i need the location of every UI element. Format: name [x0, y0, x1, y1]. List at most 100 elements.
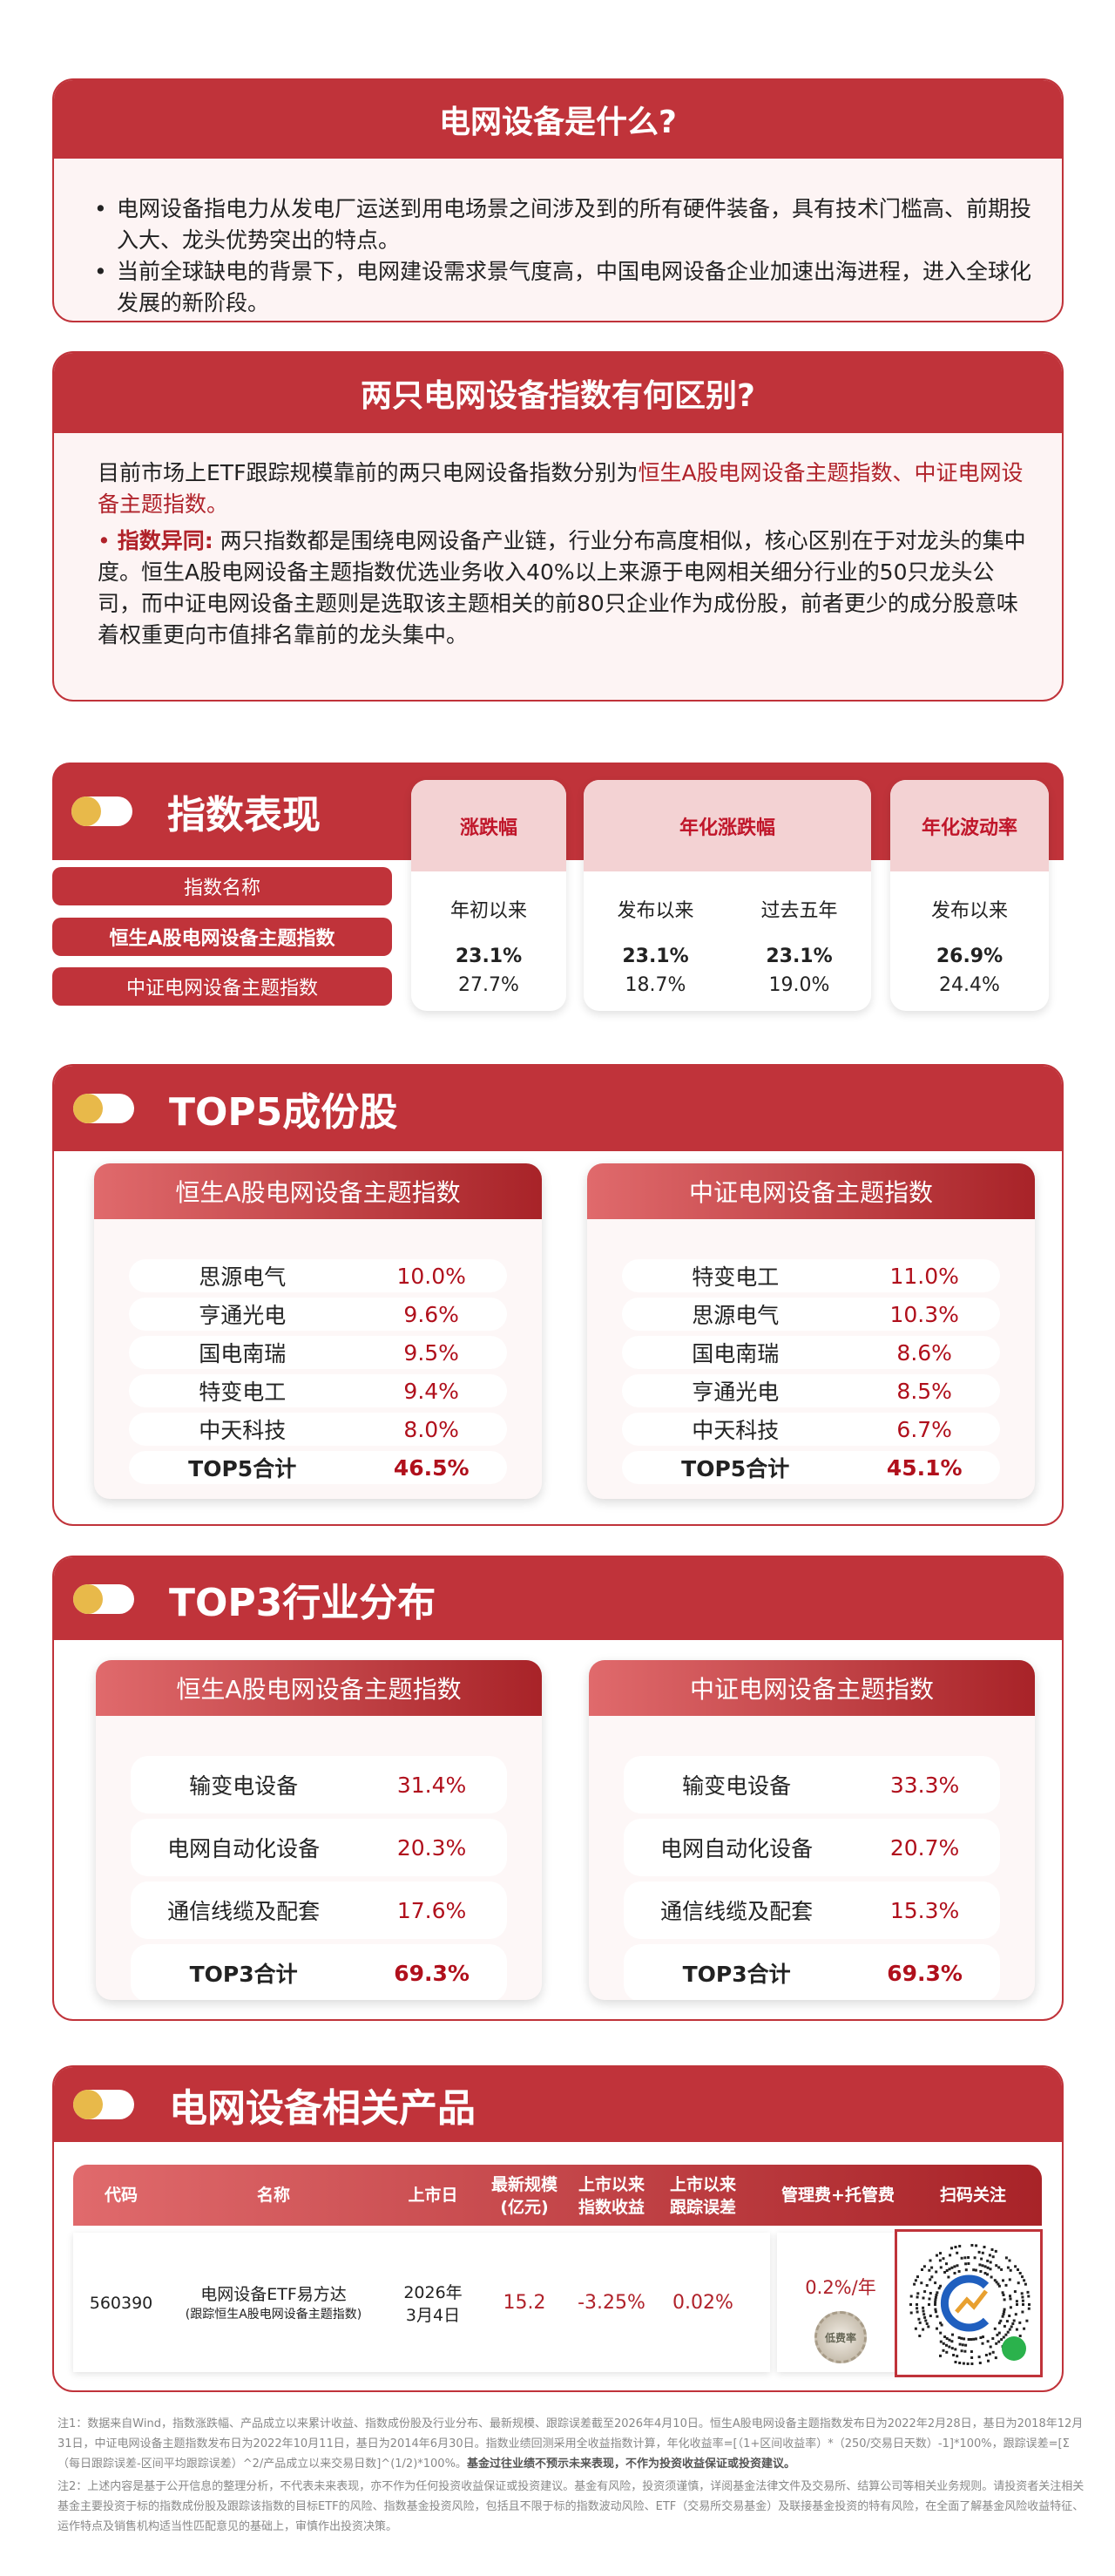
group-change: 涨跌幅 年初以来 23.1% — [411, 780, 566, 1011]
item-name: 电网自动化设备 — [167, 1836, 321, 1861]
item-name: 中天科技 — [692, 1418, 780, 1443]
list-item: 电网自动化设备 20.3% — [131, 1819, 507, 1876]
product-fee: 0.2%/年 — [805, 2277, 876, 2298]
product-te: 0.02% — [672, 2292, 733, 2314]
index-card: 恒生A股电网设备主题指数 输变电设备 31.4% 电网自动化设备 20.3% 通信线缆及配… — [96, 1660, 542, 2000]
item-name: 通信线缆及配套 — [660, 1899, 814, 1924]
product-code: 560390 — [89, 2294, 153, 2313]
column-header: 上市以来 指数收益 — [578, 2175, 645, 2217]
column-header: 扫码关注 — [939, 2186, 1006, 2205]
list-item: 电网自动化设备 20.7% — [624, 1819, 1000, 1876]
column-header: 名称 — [256, 2186, 290, 2205]
footnote-1: 注1：数据来自Wind，指数涨跌幅、产品成立以来累计收益、指数成份股及行业分布、… — [57, 2417, 1084, 2471]
value: 24.4% — [939, 974, 1000, 996]
item-name: 特变电工 — [692, 1264, 780, 1290]
perf-section: 指数表现 指数名称 恒生A股电网设备主题指数 中证电网设备主题指数 涨跌幅 年初… — [52, 763, 1064, 1015]
card-title: 恒生A股电网设备主题指数 — [94, 1163, 542, 1219]
toggle-icon — [73, 2090, 134, 2119]
top5-title: TOP5成份股 — [169, 1090, 398, 1135]
column-header: 上市日 — [408, 2186, 458, 2205]
item-name: TOP3合计 — [682, 1962, 791, 1987]
value: 18.7% — [625, 974, 686, 996]
index-pill: 中证电网设备主题指数 — [52, 967, 392, 1006]
total-row: TOP3合计 69.3% — [131, 1944, 507, 2000]
item-name: 亨通光电 — [199, 1303, 287, 1328]
list-item: 思源电气 10.3% — [622, 1298, 1000, 1331]
item-name: 亨通光电 — [692, 1380, 780, 1405]
group-annual: 年化涨跌幅 发布以来 过去五年 23.1% 23.1% — [584, 780, 871, 1011]
list-item: 通信线缆及配套 17.6% — [131, 1881, 507, 1939]
list-item: 输变电设备 31.4% — [131, 1756, 507, 1813]
item-name: 特变电工 — [199, 1380, 287, 1405]
item-value: 10.0% — [396, 1263, 466, 1289]
qr-code[interactable] — [895, 2229, 1043, 2377]
item-name: 输变电设备 — [682, 1773, 792, 1799]
column-header: 最新规模 (亿元) — [490, 2175, 558, 2217]
list-item: 特变电工 9.4% — [129, 1374, 507, 1407]
top5-section: TOP5成份股 恒生A股电网设备主题指数 思源电气 10.0% 亨通光电 9.6% 国电南… — [52, 1064, 1064, 1526]
item-value: 6.7% — [896, 1416, 952, 1442]
list-item: 特变电工 11.0% — [622, 1259, 1000, 1292]
what-section: 电网设备是什么? 电网设备指电力从发电厂运送到用电场景之间涉及到的所有硬件装备，… — [52, 78, 1064, 322]
item-name: 输变电设备 — [189, 1773, 299, 1799]
item-name: 通信线缆及配套 — [167, 1899, 321, 1924]
diff-title: 两只电网设备指数有何区别? — [54, 353, 1062, 433]
products-title: 电网设备相关产品 — [169, 2086, 476, 2131]
what-bullet: 当前全球缺电的背景下，电网建设需求景气度高，中国电网设备企业加速出海进程，进入全… — [89, 256, 1036, 319]
products-section: 电网设备相关产品 代码 名称 上市日 最新规模 (亿元) 上市以来 指数收益 上市以来 跟… — [52, 2065, 1064, 2392]
column-header: 上市以来 跟踪误差 — [669, 2175, 736, 2217]
low-fee-badge-icon: 低费率 — [814, 2311, 867, 2363]
item-name: TOP5合计 — [681, 1456, 790, 1481]
value: 27.7% — [458, 974, 519, 996]
toggle-icon — [73, 1094, 134, 1123]
list-item: 中天科技 6.7% — [622, 1413, 1000, 1446]
item-value: 46.5% — [393, 1454, 470, 1481]
item-value: 9.4% — [403, 1378, 459, 1404]
what-bullet: 电网设备指电力从发电厂运送到用电场景之间涉及到的所有硬件装备，具有技术门槛高、前… — [89, 193, 1036, 256]
list-item: 亨通光电 8.5% — [622, 1374, 1000, 1407]
list-item: 思源电气 10.0% — [129, 1259, 507, 1292]
item-name: 中天科技 — [199, 1418, 287, 1443]
item-name: 国电南瑞 — [199, 1341, 287, 1366]
card-title: 中证电网设备主题指数 — [589, 1660, 1035, 1716]
product-date: 2026年 3月4日 — [403, 2283, 463, 2325]
perf-title: 指数表现 — [167, 793, 321, 837]
item-name: TOP5合计 — [188, 1456, 297, 1481]
diff-point: • 指数异同: 两只指数都是围绕电网设备产业链，行业分布高度相似，核心区别在于对… — [98, 528, 1026, 647]
column-header: 管理费+托管费 — [781, 2186, 895, 2205]
diff-section: 两只电网设备指数有何区别? 目前市场上ETF跟踪规模靠前的两只电网设备指数分别为… — [52, 351, 1064, 702]
group-vol: 年化波动率 发布以来 26.9% — [890, 780, 1049, 1011]
item-value: 33.3% — [889, 1772, 960, 1798]
item-value: 8.5% — [896, 1378, 952, 1404]
item-value: 9.5% — [403, 1339, 459, 1366]
item-name: 思源电气 — [692, 1303, 780, 1328]
list-item: 国电南瑞 9.5% — [129, 1336, 507, 1369]
index-card: 中证电网设备主题指数特变电工 11.0% 思源电气 10.3% 国电南瑞 8.6% 亨通光电… — [587, 1163, 1035, 1499]
qr-code-icon — [909, 2244, 1031, 2365]
product-name-link[interactable]: 电网设备ETF易方达 (跟踪恒生A股电网设备主题指数) — [185, 2285, 362, 2322]
item-value: 8.0% — [403, 1416, 459, 1442]
item-value: 15.3% — [889, 1897, 960, 1923]
top3-title: TOP3行业分布 — [169, 1580, 436, 1625]
item-value: 20.3% — [396, 1834, 467, 1861]
item-name: 电网自动化设备 — [660, 1836, 814, 1861]
item-value: 9.6% — [403, 1301, 459, 1327]
item-value: 31.4% — [396, 1772, 467, 1798]
item-value: 8.6% — [896, 1339, 952, 1366]
list-item: 中天科技 8.0% — [129, 1413, 507, 1446]
product-size: 15.2 — [503, 2292, 546, 2314]
card-title: 中证电网设备主题指数 — [587, 1163, 1035, 1219]
item-value: 69.3% — [887, 1960, 963, 1986]
toggle-icon — [71, 797, 132, 826]
total-row: TOP3合计 69.3% — [624, 1944, 1000, 2000]
item-value: 11.0% — [889, 1263, 959, 1289]
total-row: TOP5合计 45.1% — [622, 1451, 1000, 1484]
products-table-header — [73, 2165, 1042, 2226]
item-value: 17.6% — [396, 1897, 467, 1923]
row-header-pill: 指数名称 — [52, 867, 392, 905]
product-return: -3.25% — [578, 2292, 645, 2314]
item-value: 45.1% — [886, 1454, 963, 1481]
item-name: 国电南瑞 — [692, 1341, 780, 1366]
total-row: TOP5合计 46.5% — [129, 1451, 507, 1484]
item-value: 10.3% — [889, 1301, 959, 1327]
